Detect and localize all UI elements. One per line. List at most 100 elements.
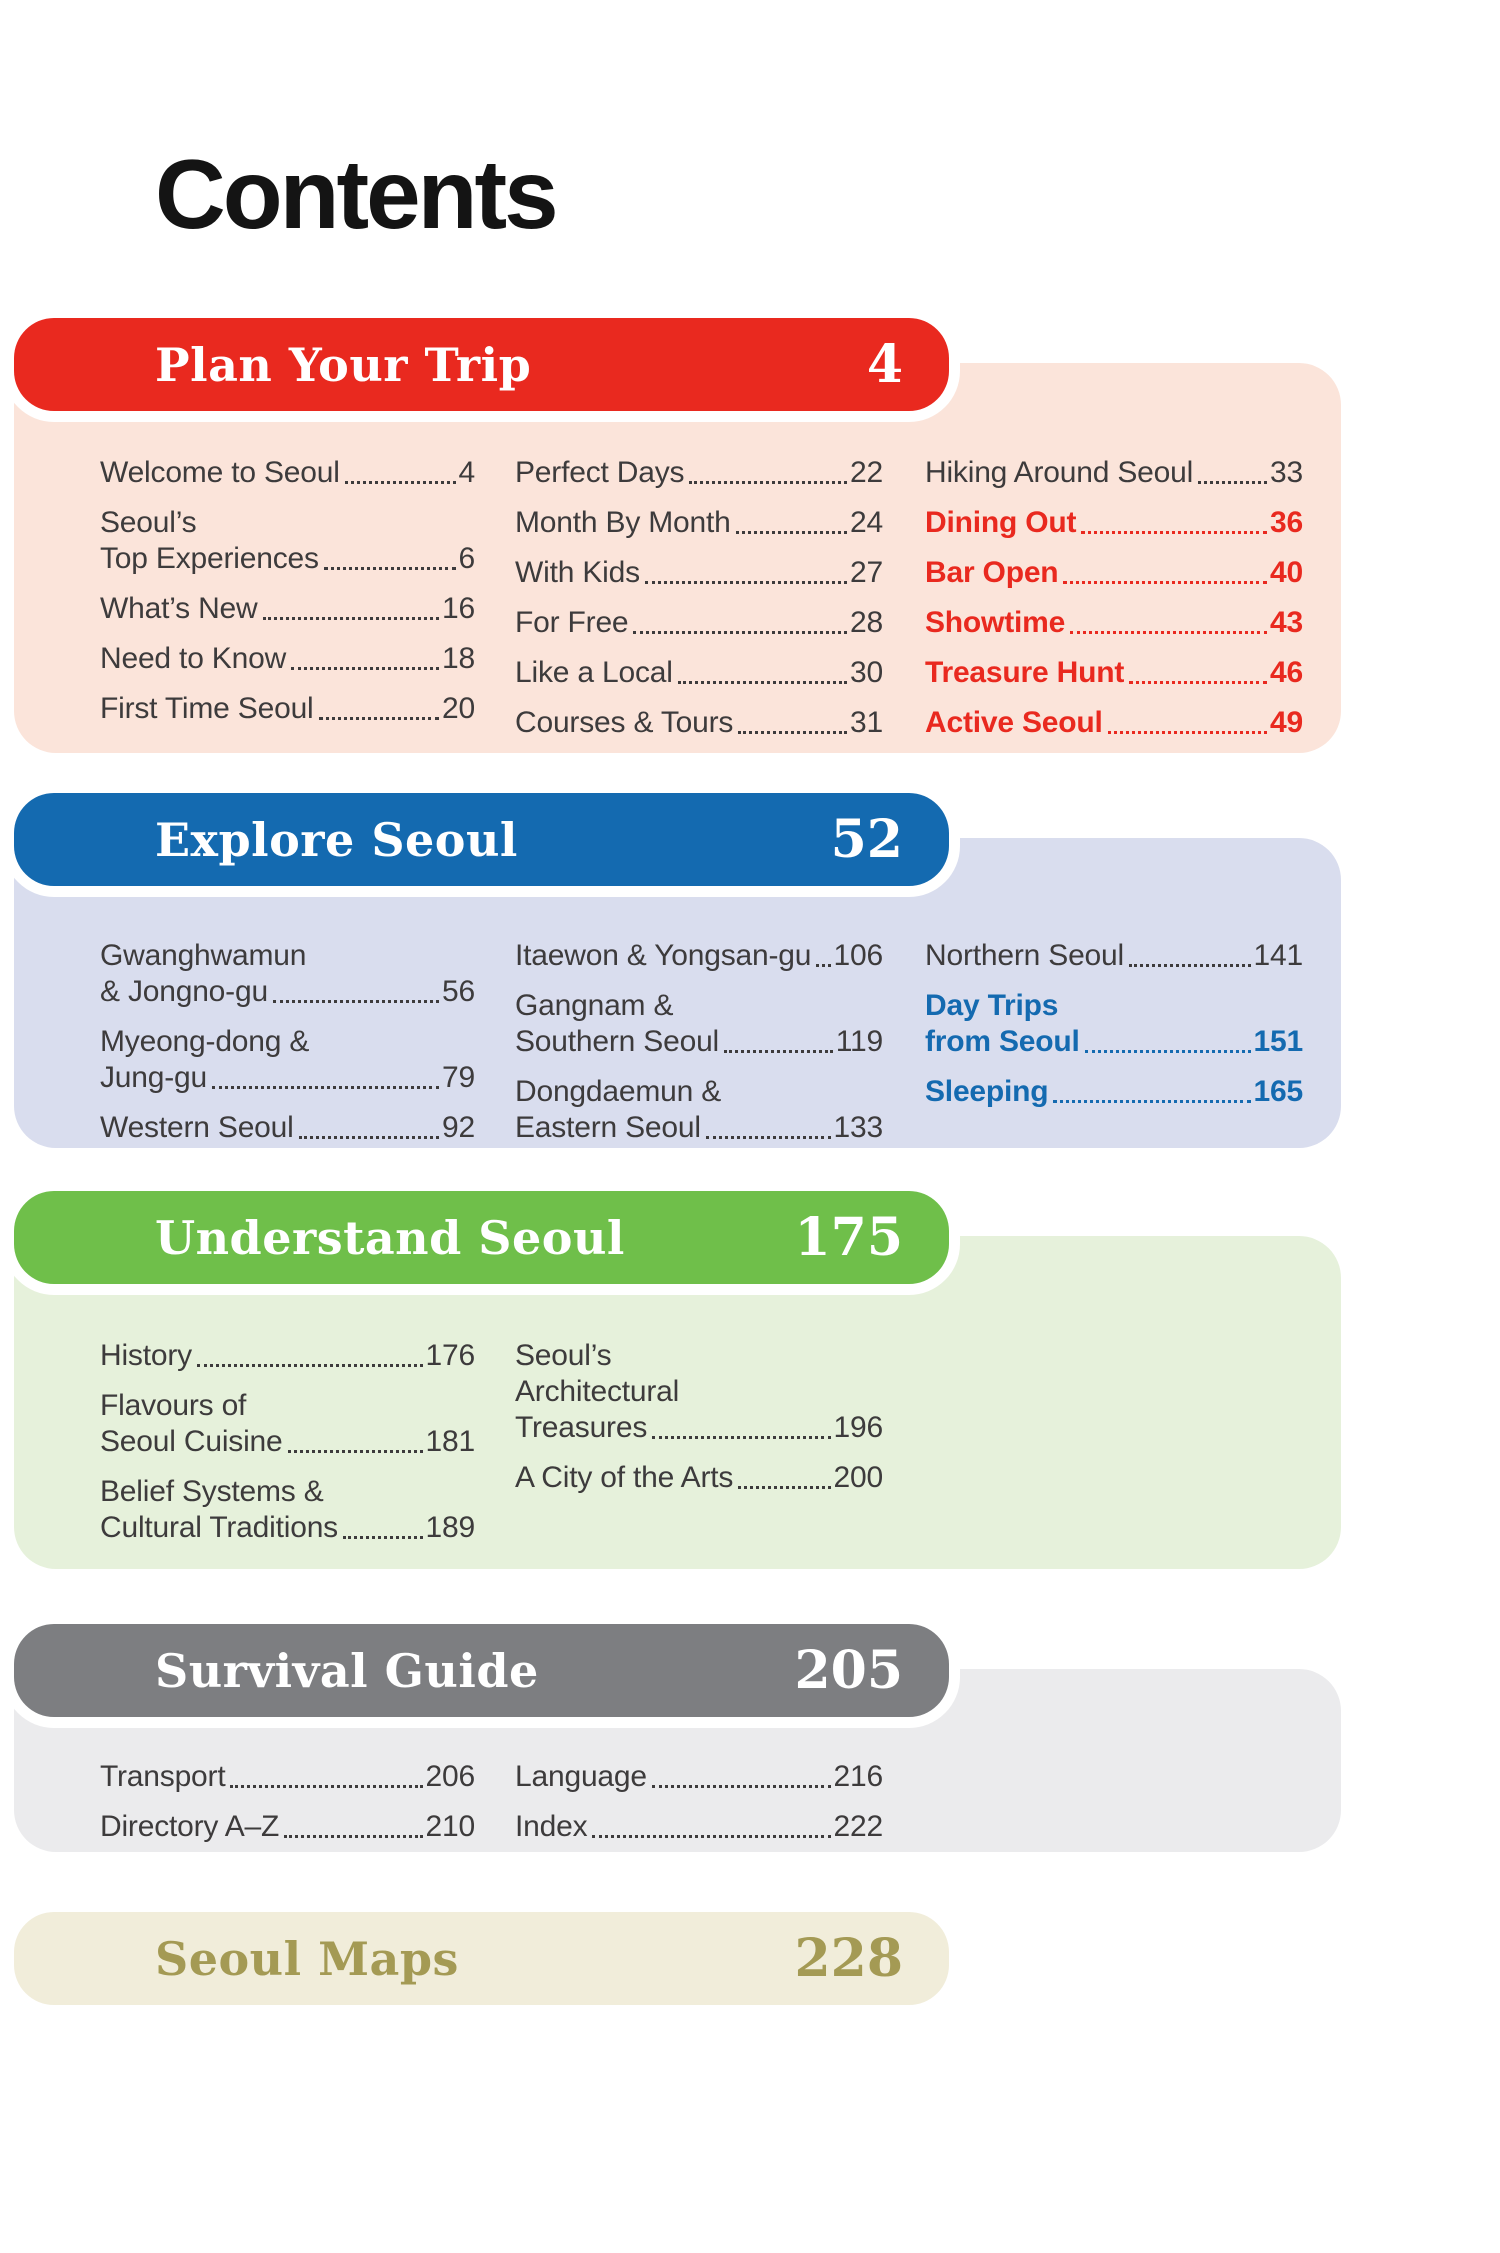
toc-entry-label: Showtime [925, 606, 1066, 639]
toc-entry-line: Directory A–Z 210 [100, 1809, 475, 1845]
toc-entry-page: 206 [425, 1760, 476, 1793]
toc-entry-label: Courses & Tours [515, 706, 734, 739]
leader-dots [738, 1486, 831, 1489]
toc-entry-line: Sleeping 165 [925, 1074, 1303, 1110]
toc-entry-label: Like a Local [515, 656, 673, 689]
toc-entry: Bar Open 40 [925, 555, 1303, 591]
toc-entry-page: 216 [833, 1760, 884, 1793]
toc-entry-page: 6 [458, 542, 476, 575]
toc-entry-label: Hiking Around Seoul [925, 456, 1194, 489]
toc-entry-label: Treasures [515, 1411, 648, 1444]
toc-entry-line: Courses & Tours 31 [515, 705, 883, 741]
section-seoul-maps: Seoul Maps 228 [14, 1912, 1341, 2012]
toc-entry-line: Top Experiences 6 [100, 541, 475, 577]
toc-entry-line: Seoul Cuisine 181 [100, 1424, 475, 1460]
section-page-number: 175 [794, 1207, 903, 1268]
leader-dots [1198, 481, 1268, 484]
toc-entry: Month By Month 24 [515, 505, 883, 541]
section-understand-seoul: History 176 Flavours of Seoul Cuisine 181 Bel… [14, 1191, 1341, 1581]
toc-columns: Gwanghwamun & Jongno-gu 56 Myeong-dong & Jun… [14, 938, 1341, 1160]
toc-entry: Dongdaemun & Eastern Seoul 133 [515, 1074, 883, 1146]
toc-entry-line: First Time Seoul 20 [100, 691, 475, 727]
toc-entry-page: 119 [835, 1025, 883, 1058]
toc-entry-line: With Kids 27 [515, 555, 883, 591]
toc-entry-label-line: Gangnam & [515, 989, 674, 1022]
section-explore-seoul: Gwanghwamun & Jongno-gu 56 Myeong-dong & Jun… [14, 793, 1341, 1163]
toc-entry-line: Treasure Hunt 46 [925, 655, 1303, 691]
toc-entry-line: Transport 206 [100, 1759, 475, 1795]
toc-entry-label: Directory A–Z [100, 1810, 280, 1843]
toc-entry-page: 106 [833, 939, 884, 972]
toc-entry: Western Seoul 92 [100, 1110, 475, 1146]
toc-entry-page: 46 [1270, 656, 1303, 689]
section-survival-guide: Transport 206 Directory A–Z 210 Language 216 I… [14, 1624, 1341, 1864]
toc-entry-line: Perfect Days 22 [515, 455, 883, 491]
toc-entry-page: 33 [1270, 456, 1303, 489]
toc-entry-line: & Jongno-gu 56 [100, 974, 475, 1010]
toc-entry-label-line: Myeong-dong & [100, 1025, 310, 1058]
toc-entry-page: 36 [1270, 506, 1303, 539]
toc-columns: Transport 206 Directory A–Z 210 Language 216 I… [14, 1759, 1341, 1859]
leader-dots [1081, 531, 1268, 534]
toc-entry-page: 27 [850, 556, 883, 589]
toc-entry: Welcome to Seoul 4 [100, 455, 475, 491]
toc-entry-line: from Seoul 151 [925, 1024, 1303, 1060]
toc-entry: Belief Systems & Cultural Traditions 189 [100, 1474, 475, 1546]
toc-column: Northern Seoul 141 Day Trips from Seoul 151 S… [925, 938, 1303, 1160]
toc-entry-line: Northern Seoul 141 [925, 938, 1303, 974]
section-header-seoul-maps: Seoul Maps 228 [14, 1912, 949, 2005]
toc-entry-line: Hiking Around Seoul 33 [925, 455, 1303, 491]
toc-entry-label: Eastern Seoul [515, 1111, 701, 1144]
toc-entry: Seoul’s Top Experiences 6 [100, 505, 475, 577]
toc-column: Hiking Around Seoul 33 Dining Out 36 Bar Ope… [925, 455, 1303, 755]
toc-entry-label: History [100, 1339, 192, 1372]
toc-entry-label: What’s New [100, 592, 258, 625]
leader-dots [196, 1364, 423, 1367]
toc-entry-page: 92 [442, 1111, 475, 1144]
toc-column: Welcome to Seoul 4 Seoul’s Top Experiences 6… [100, 455, 475, 755]
section-panel-plan-your-trip: Welcome to Seoul 4 Seoul’s Top Experiences 6… [14, 363, 1341, 753]
leader-dots [1070, 631, 1268, 634]
toc-column: Language 216 Index 222 [515, 1759, 883, 1859]
toc-column: Seoul’s Architectural Treasures 196 A City o… [515, 1338, 883, 1560]
section-header-explore-seoul: Explore Seoul 52 [14, 793, 949, 886]
toc-entry-label: Jung-gu [100, 1061, 208, 1094]
toc-entry-label: Seoul Cuisine [100, 1425, 283, 1458]
leader-dots [212, 1086, 440, 1089]
toc-entry: Hiking Around Seoul 33 [925, 455, 1303, 491]
section-title: Survival Guide [155, 1643, 539, 1698]
toc-entry-label-line: Belief Systems & [100, 1475, 324, 1508]
toc-entry-label: Index [515, 1810, 588, 1843]
toc-entry-label: A City of the Arts [515, 1461, 734, 1494]
toc-entry-line: Eastern Seoul 133 [515, 1110, 883, 1146]
toc-entry-line: Southern Seoul 119 [515, 1024, 883, 1060]
toc-entry: Myeong-dong & Jung-gu 79 [100, 1024, 475, 1096]
toc-entry-label: & Jongno-gu [100, 975, 268, 1008]
leader-dots [633, 631, 848, 634]
leader-dots [689, 481, 848, 484]
toc-entry-page: 18 [442, 642, 475, 675]
toc-entry: For Free 28 [515, 605, 883, 641]
toc-columns: History 176 Flavours of Seoul Cuisine 181 Bel… [14, 1338, 1341, 1560]
toc-entry-line: For Free 28 [515, 605, 883, 641]
toc-entry: Treasure Hunt 46 [925, 655, 1303, 691]
toc-entry-label: Transport [100, 1760, 226, 1793]
toc-entry: Like a Local 30 [515, 655, 883, 691]
toc-entry-page: 40 [1270, 556, 1303, 589]
leader-dots [1053, 1100, 1251, 1103]
toc-entry-label: Language [515, 1760, 647, 1793]
toc-entry: Need to Know 18 [100, 641, 475, 677]
section-page-number: 4 [866, 334, 903, 395]
toc-entry-page: 20 [442, 692, 475, 725]
toc-column: Transport 206 Directory A–Z 210 [100, 1759, 475, 1859]
section-title: Plan Your Trip [155, 337, 532, 392]
toc-entry-label: Welcome to Seoul [100, 456, 340, 489]
toc-entry-page: 56 [442, 975, 475, 1008]
toc-entry-line: Cultural Traditions 189 [100, 1510, 475, 1546]
toc-columns: Welcome to Seoul 4 Seoul’s Top Experiences 6… [14, 455, 1341, 755]
toc-entry: First Time Seoul 20 [100, 691, 475, 727]
section-title: Seoul Maps [155, 1931, 459, 1986]
toc-entry-label: Cultural Traditions [100, 1511, 338, 1544]
toc-entry-label: With Kids [515, 556, 640, 589]
toc-entry-label-line: Architectural [515, 1375, 680, 1408]
